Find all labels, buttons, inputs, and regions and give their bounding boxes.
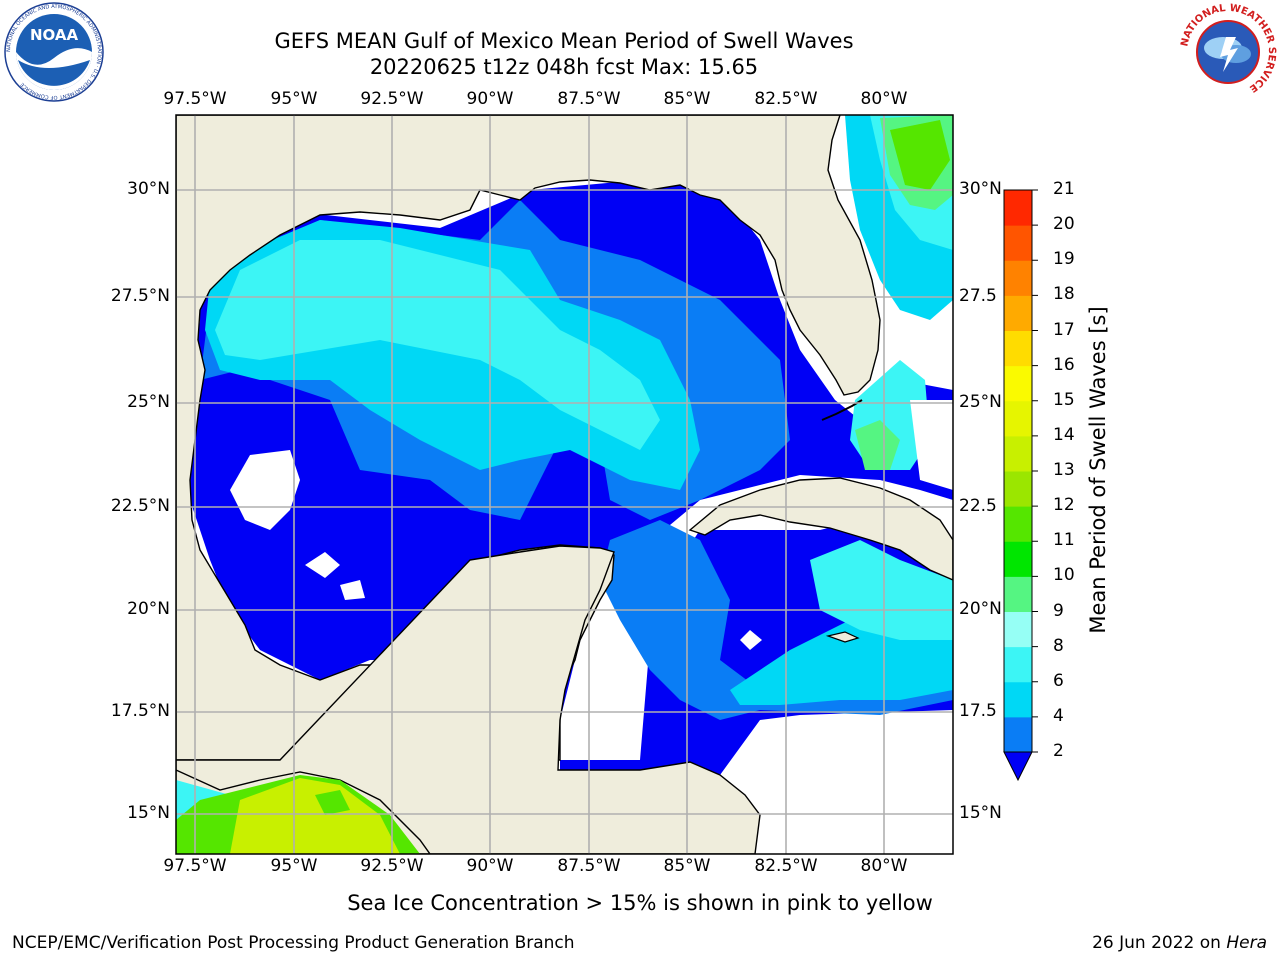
no-data-blob (340, 580, 365, 600)
lat-label-right: 25°N (959, 392, 1002, 412)
colorbar-title: Mean Period of Swell Waves [s] (1086, 306, 1110, 634)
date-label: 26 Jun 2022 on (1092, 933, 1227, 953)
lon-label-top: 80°W (860, 89, 908, 109)
colorbar-tick-label: 15 (1053, 389, 1075, 410)
colorbar-tick-label: 6 (1053, 670, 1064, 691)
colorbar-segment (1004, 435, 1032, 472)
lon-label-top: 90°W (466, 89, 514, 109)
colorbar-tick-label: 12 (1053, 495, 1075, 516)
colorbar-tick-label: 21 (1053, 179, 1075, 199)
colorbar-segment (1004, 576, 1032, 612)
lon-label-bottom: 80°W (860, 856, 908, 876)
colorbar-segment (1004, 471, 1032, 507)
lon-label-top: 97.5°W (163, 89, 227, 109)
colorbar-tick-label: 2 (1053, 741, 1064, 761)
lon-label-bottom: 90°W (466, 856, 514, 876)
no-data-blob (760, 715, 953, 854)
lon-label-top: 82.5°W (754, 89, 818, 109)
lat-label-left: 22.5°N (110, 496, 170, 516)
colorbar-segment (1004, 716, 1032, 753)
colorbar-tick-label: 17 (1053, 319, 1075, 340)
colorbar-segment (1004, 190, 1032, 226)
no-data-blob (910, 400, 953, 490)
colorbar (1003, 189, 1038, 782)
map-title: GEFS MEAN Gulf of Mexico Mean Period of … (274, 29, 854, 53)
pacific-field-green-patch (315, 790, 350, 815)
lat-label-left: 15°N (127, 803, 170, 823)
no-data-blob (230, 450, 300, 530)
land-cuba (688, 477, 953, 581)
lat-label-left: 25°N (127, 392, 170, 412)
noaa-logo-text: NOAA (30, 26, 79, 44)
lon-label-bottom: 85°W (663, 856, 711, 876)
lat-label-right: 15°N (959, 803, 1002, 823)
nws-logo: NATIONAL WEATHER SERVICE (1179, 3, 1277, 101)
colorbar-segment (1004, 681, 1032, 718)
no-data-blob (305, 552, 340, 578)
caribbean-field-pale (810, 540, 953, 640)
lon-label-bottom: 95°W (270, 856, 318, 876)
colorbar-tick-label: 18 (1053, 284, 1075, 305)
lat-label-right: 27.5 (959, 286, 997, 306)
colorbar-tick-label: 11 (1053, 530, 1075, 551)
colorbar-tick-label: 10 (1053, 565, 1075, 586)
lat-label-left: 27.5°N (110, 286, 170, 306)
colorbar-tick-label: 20 (1053, 214, 1075, 235)
lat-label-right: 30°N (959, 179, 1002, 199)
sea-ice-footnote: Sea Ice Concentration > 15% is shown in … (347, 891, 933, 915)
colorbar-segment (1004, 541, 1032, 577)
colorbar-segment (1004, 611, 1032, 648)
lat-label-left: 17.5°N (110, 701, 170, 721)
no-data-blob (600, 660, 645, 705)
land-jamaica (825, 631, 860, 643)
land-yucatan (176, 545, 761, 854)
colorbar-tick-label: 9 (1053, 600, 1064, 621)
no-data-blob (740, 630, 762, 650)
gulf-field-pale (215, 240, 660, 450)
colorbar-under-arrow (1003, 751, 1033, 782)
machine-name: Hera (1226, 933, 1267, 953)
colorbar-tick-label: 19 (1053, 249, 1075, 270)
lon-label-top: 85°W (663, 89, 711, 109)
lat-label-left: 30°N (127, 179, 170, 199)
lon-label-bottom: 97.5°W (163, 856, 227, 876)
colorbar-tick-label: 8 (1053, 635, 1064, 656)
lon-label-top: 92.5°W (360, 89, 424, 109)
credit-text: NCEP/EMC/Verification Post Processing Pr… (12, 933, 575, 953)
noaa-logo: NATIONAL OCEANIC AND ATMOSPHERIC ADMINIS… (4, 2, 104, 102)
lat-label-right: 22.5 (959, 496, 997, 516)
colorbar-tick-label: 16 (1053, 354, 1075, 375)
lat-label-right: 17.5 (959, 701, 997, 721)
lon-label-top: 87.5°W (557, 89, 621, 109)
colorbar-tick-label: 4 (1053, 705, 1064, 726)
map-subtitle: 20220625 t12z 048h fcst Max: 15.65 (369, 55, 759, 79)
colorbar-segment (1004, 506, 1032, 542)
lon-label-top: 95°W (270, 89, 318, 109)
colorbar-segment (1004, 365, 1032, 402)
colorbar-segment (1004, 646, 1032, 683)
colorbar-segment (1004, 295, 1032, 331)
bahamas-field-green (855, 420, 900, 470)
lat-label-left: 20°N (127, 599, 170, 619)
colorbar-segment (1004, 330, 1032, 367)
lon-label-bottom: 87.5°W (557, 856, 621, 876)
colorbar-segment (1004, 260, 1032, 296)
colorbar-segment (1004, 225, 1032, 261)
lat-label-right: 20°N (959, 599, 1002, 619)
colorbar-tick-label: 13 (1053, 460, 1075, 480)
lon-label-bottom: 82.5°W (754, 856, 818, 876)
atlantic-field-lime (890, 120, 950, 190)
colorbar-tick-label: 14 (1053, 424, 1075, 445)
graticule (176, 115, 953, 854)
map-frame (175, 114, 954, 855)
date-text: 26 Jun 2022 on Hera (1092, 933, 1267, 953)
lon-label-bottom: 92.5°W (360, 856, 424, 876)
pacific-field-lime (230, 778, 400, 854)
colorbar-segment (1004, 400, 1032, 437)
